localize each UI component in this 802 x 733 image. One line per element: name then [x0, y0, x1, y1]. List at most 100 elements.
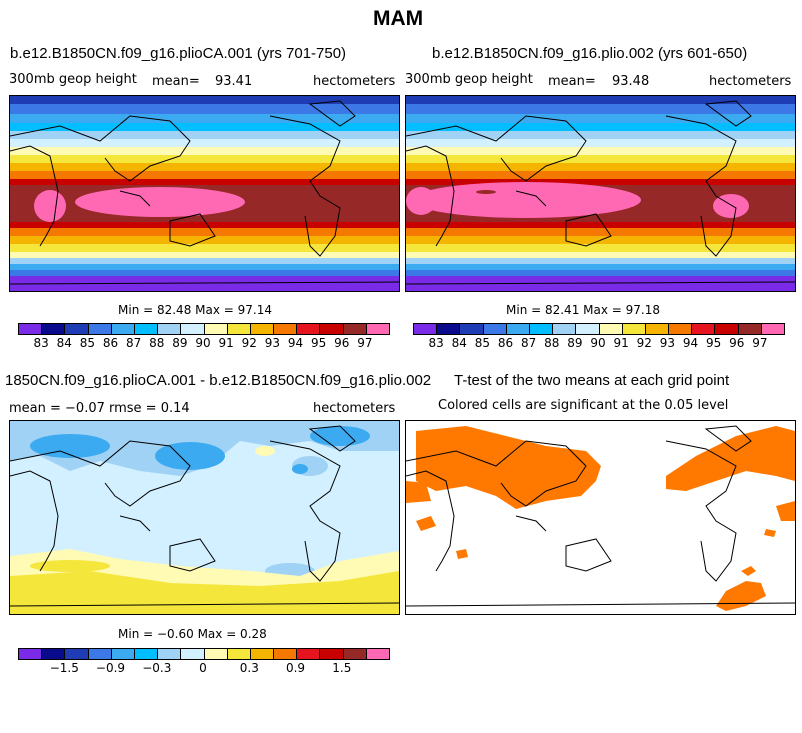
colorbar-swatch: [65, 324, 89, 334]
panel4-title: T-test of the two means at each grid poi…: [454, 372, 730, 389]
colorbar-tick: 88: [149, 336, 165, 350]
colorbar-tick: 91: [613, 336, 629, 350]
panel4-field: [406, 425, 795, 611]
panel1-mean-label: mean=: [152, 74, 200, 89]
colorbar-swatch: [297, 324, 321, 334]
panel2-field: [406, 96, 795, 291]
colorbar-tick: −0.3: [142, 661, 172, 675]
colorbar-tick: −0.9: [95, 661, 126, 675]
colorbar-tick: 85: [474, 336, 491, 350]
colorbar-tick: 95: [310, 336, 327, 350]
colorbar-swatch: [576, 324, 600, 334]
panel4-map: [405, 420, 796, 615]
colorbar-swatch: [19, 649, 43, 659]
colorbar-tick: 96: [334, 336, 350, 350]
colorbar-tick: 83: [33, 336, 49, 350]
colorbar-swatch: [738, 324, 762, 334]
colorbar-tick: 0.3: [239, 661, 259, 675]
panel1-colorbar: [18, 323, 390, 335]
colorbar-swatch: [250, 324, 275, 334]
colorbar-tick: −1.5: [49, 661, 79, 675]
colorbar-tick: 90: [590, 336, 606, 350]
panel3-minmax: Min = −0.60 Max = 0.28: [118, 627, 267, 641]
colorbar-tick: 1.5: [332, 661, 352, 675]
colorbar-tick: 94: [682, 336, 699, 350]
colorbar-swatch: [343, 324, 367, 334]
colorbar-swatch: [460, 324, 484, 334]
panel2-title: b.e12.B1850CN.f09_g16.plio.002 (yrs 601-…: [432, 45, 748, 62]
colorbar-swatch: [274, 649, 298, 659]
colorbar-swatch: [204, 649, 228, 659]
colorbar-swatch: [320, 649, 344, 659]
colorbar-swatch: [19, 324, 43, 334]
colorbar-swatch: [65, 649, 89, 659]
colorbar-tick: 91: [218, 336, 234, 350]
colorbar-swatch: [437, 324, 461, 334]
colorbar-swatch: [250, 649, 275, 659]
colorbar-swatch: [599, 324, 623, 334]
colorbar-swatch: [134, 649, 159, 659]
colorbar-tick: 86: [102, 336, 119, 350]
colorbar-swatch: [42, 324, 66, 334]
colorbar-swatch: [715, 324, 739, 334]
panel3-map: [9, 420, 400, 615]
colorbar-swatch: [414, 324, 438, 334]
panel3-colorbar: [18, 648, 390, 660]
colorbar-tick: 0: [199, 661, 207, 675]
figure-title: MAM: [373, 7, 424, 30]
colorbar-swatch: [88, 324, 112, 334]
colorbar-swatch: [297, 649, 321, 659]
colorbar-tick: 92: [241, 336, 257, 350]
panel2-mean-value: 93.48: [612, 74, 650, 89]
panel3-colorbar-ticks: −1.5 −0.9 −0.3 0 0.3 0.9 1.5: [18, 661, 388, 677]
panel1-variable: 300mb geop height: [9, 72, 137, 87]
panel1-minmax: Min = 82.48 Max = 97.14: [118, 303, 272, 317]
colorbar-swatch: [645, 324, 670, 334]
colorbar-swatch: [366, 324, 389, 334]
colorbar-swatch: [529, 324, 554, 334]
colorbar-tick: 87: [125, 336, 142, 350]
colorbar-tick: 97: [357, 336, 373, 350]
colorbar-swatch: [42, 649, 66, 659]
colorbar-swatch: [181, 649, 205, 659]
colorbar-tick: 84: [451, 336, 467, 350]
panel2-colorbar-ticks: 83 84 85 86 87 88 89 90 91 92 93 94 95 9…: [413, 336, 783, 352]
panel2-map: [405, 95, 796, 292]
panel2-mean-label: mean=: [548, 74, 596, 89]
panel3-title: 1850CN.f09_g16.plioCA.001 - b.e12.B1850C…: [5, 372, 432, 389]
colorbar-swatch: [204, 324, 228, 334]
colorbar-swatch: [134, 324, 159, 334]
panel2-units: hectometers: [709, 74, 792, 89]
colorbar-tick: 0.9: [285, 661, 306, 675]
panel2-colorbar: [413, 323, 785, 335]
colorbar-tick: 87: [520, 336, 537, 350]
colorbar-tick: 89: [567, 336, 583, 350]
panel3-units: hectometers: [313, 401, 396, 416]
panel3-field: [10, 421, 399, 614]
colorbar-tick: 93: [264, 336, 281, 350]
panel3-stats: mean = −0.07 rmse = 0.14: [9, 401, 190, 416]
colorbar-tick: 88: [544, 336, 560, 350]
panel1-units: hectometers: [313, 74, 396, 89]
colorbar-swatch: [227, 324, 251, 334]
panel1-field: [10, 96, 399, 291]
colorbar-tick: 86: [497, 336, 514, 350]
panel1-map: [9, 95, 400, 292]
colorbar-swatch: [761, 324, 784, 334]
colorbar-tick: 85: [79, 336, 96, 350]
colorbar-swatch: [622, 324, 646, 334]
colorbar-swatch: [158, 649, 182, 659]
colorbar-swatch: [366, 649, 389, 659]
panel1-title: b.e12.B1850CN.f09_g16.plioCA.001 (yrs 70…: [10, 45, 347, 62]
colorbar-swatch: [343, 649, 367, 659]
colorbar-tick: 93: [659, 336, 676, 350]
colorbar-tick: 92: [636, 336, 652, 350]
colorbar-swatch: [181, 324, 205, 334]
colorbar-swatch: [88, 649, 112, 659]
panel1-colorbar-ticks: 83 84 85 86 87 88 89 90 91 92 93 94 95 9…: [18, 336, 388, 352]
colorbar-swatch: [158, 324, 182, 334]
colorbar-tick: 95: [705, 336, 722, 350]
colorbar-swatch: [320, 324, 344, 334]
colorbar-tick: 89: [172, 336, 188, 350]
colorbar-tick: 83: [428, 336, 444, 350]
